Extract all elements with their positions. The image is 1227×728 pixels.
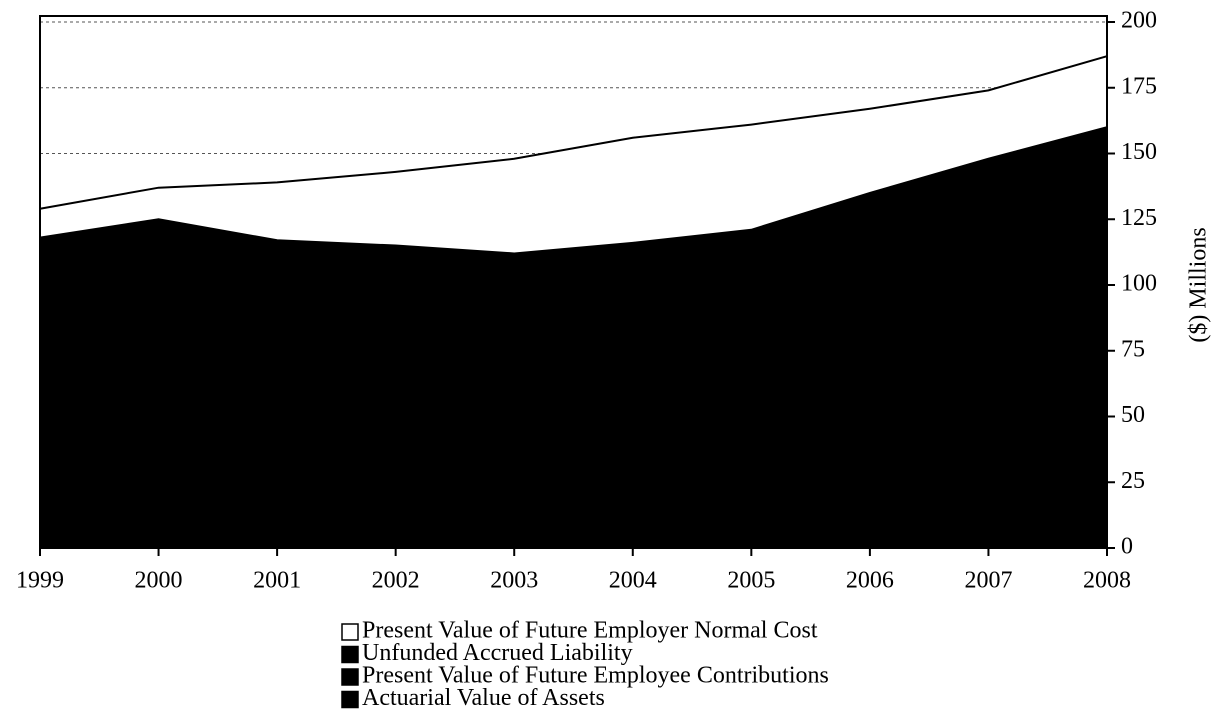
y-tick-label: 0: [1121, 534, 1133, 560]
y-tick-label: 175: [1121, 73, 1157, 99]
x-tick-label: 2004: [609, 568, 657, 594]
x-tick-label: 2003: [490, 568, 538, 594]
legend-label: Unfunded Accrued Liability: [362, 640, 633, 666]
legend-swatch: [341, 623, 359, 641]
x-tick-label: 2000: [135, 568, 183, 594]
legend-swatch: [341, 668, 359, 686]
y-tick-label: 25: [1121, 468, 1145, 494]
x-tick-label: 2001: [253, 568, 301, 594]
legend-swatch: [341, 690, 359, 709]
legend-swatch: [341, 645, 359, 664]
x-tick-label: 1999: [16, 568, 64, 594]
y-tick-label: 150: [1121, 139, 1157, 165]
y-tick-label: 200: [1121, 8, 1157, 34]
y-tick-label: 125: [1121, 205, 1157, 231]
legend-label: Present Value of Future Employer Normal …: [362, 618, 818, 644]
x-tick-label: 2008: [1083, 568, 1131, 594]
y-tick-label: 50: [1121, 402, 1145, 428]
legend-label: Actuarial Value of Assets: [362, 685, 605, 711]
x-tick-label: 2006: [846, 568, 894, 594]
y-tick-label: 75: [1121, 336, 1145, 362]
x-tick-label: 2005: [727, 568, 775, 594]
legend-label: Present Value of Future Employee Contrib…: [362, 663, 829, 689]
x-tick-label: 2007: [964, 568, 1012, 594]
y-axis-title: ($) Millions: [1186, 227, 1212, 342]
x-tick-label: 2002: [372, 568, 420, 594]
y-tick-label: 100: [1121, 271, 1157, 297]
